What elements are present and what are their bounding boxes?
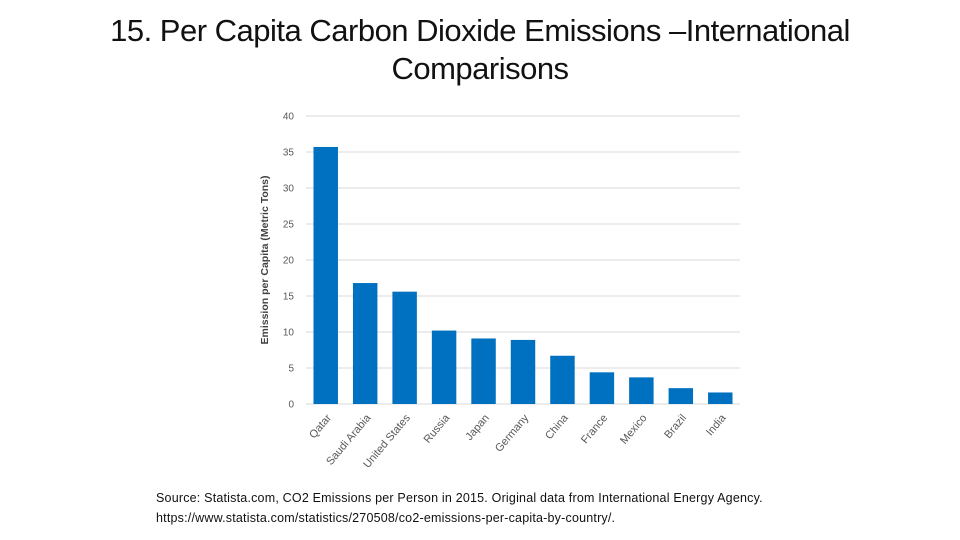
slide-title: 15. Per Capita Carbon Dioxide Emissions …: [40, 12, 920, 88]
y-tick-label: 25: [283, 220, 295, 231]
y-tick-label: 20: [283, 256, 295, 267]
x-category-label: France: [579, 412, 610, 446]
bar-mexico: [629, 377, 654, 404]
x-category-label: Qatar: [307, 412, 334, 441]
title-line-1: 15. Per Capita Carbon Dioxide Emissions …: [110, 13, 850, 48]
gridlines: [306, 115, 740, 405]
bar-qatar: [313, 146, 338, 404]
bar-united-states: [392, 291, 417, 404]
y-tick-label: 30: [283, 184, 295, 195]
x-category-label: Russia: [422, 412, 453, 446]
y-tick-label: 5: [288, 364, 294, 375]
bar-brazil: [668, 388, 694, 404]
bar-france: [589, 372, 615, 404]
bar-germany: [510, 339, 536, 404]
source-note: Source: Statista.com, CO2 Emissions per …: [156, 488, 876, 528]
y-tick-label: 10: [283, 328, 295, 339]
y-tick-label: 15: [283, 292, 295, 303]
source-line-2: https://www.statista.com/statistics/2705…: [156, 511, 616, 525]
bar-china: [550, 355, 575, 404]
bar-russia: [431, 330, 457, 404]
bar-japan: [471, 338, 496, 404]
x-category-label: Mexico: [618, 412, 650, 446]
x-category-label: Brazil: [662, 412, 689, 441]
x-category-label: China: [543, 412, 571, 442]
title-line-2: Comparisons: [391, 51, 569, 86]
y-axis-ticks: 0 5 10 15 20 25 30 35 40: [283, 112, 295, 411]
y-tick-label: 40: [283, 112, 295, 123]
x-category-label: Japan: [463, 412, 491, 443]
y-axis-label: Emission per Capita (Metric Tons): [259, 176, 271, 345]
bar-saudi-arabia: [352, 283, 378, 404]
bar-india: [708, 392, 733, 404]
x-category-label: India: [704, 412, 729, 439]
bars: [313, 146, 733, 404]
y-tick-label: 0: [288, 400, 294, 411]
y-tick-label: 35: [283, 148, 295, 159]
x-category-label: Germany: [493, 412, 532, 455]
source-line-1: Source: Statista.com, CO2 Emissions per …: [156, 491, 763, 505]
